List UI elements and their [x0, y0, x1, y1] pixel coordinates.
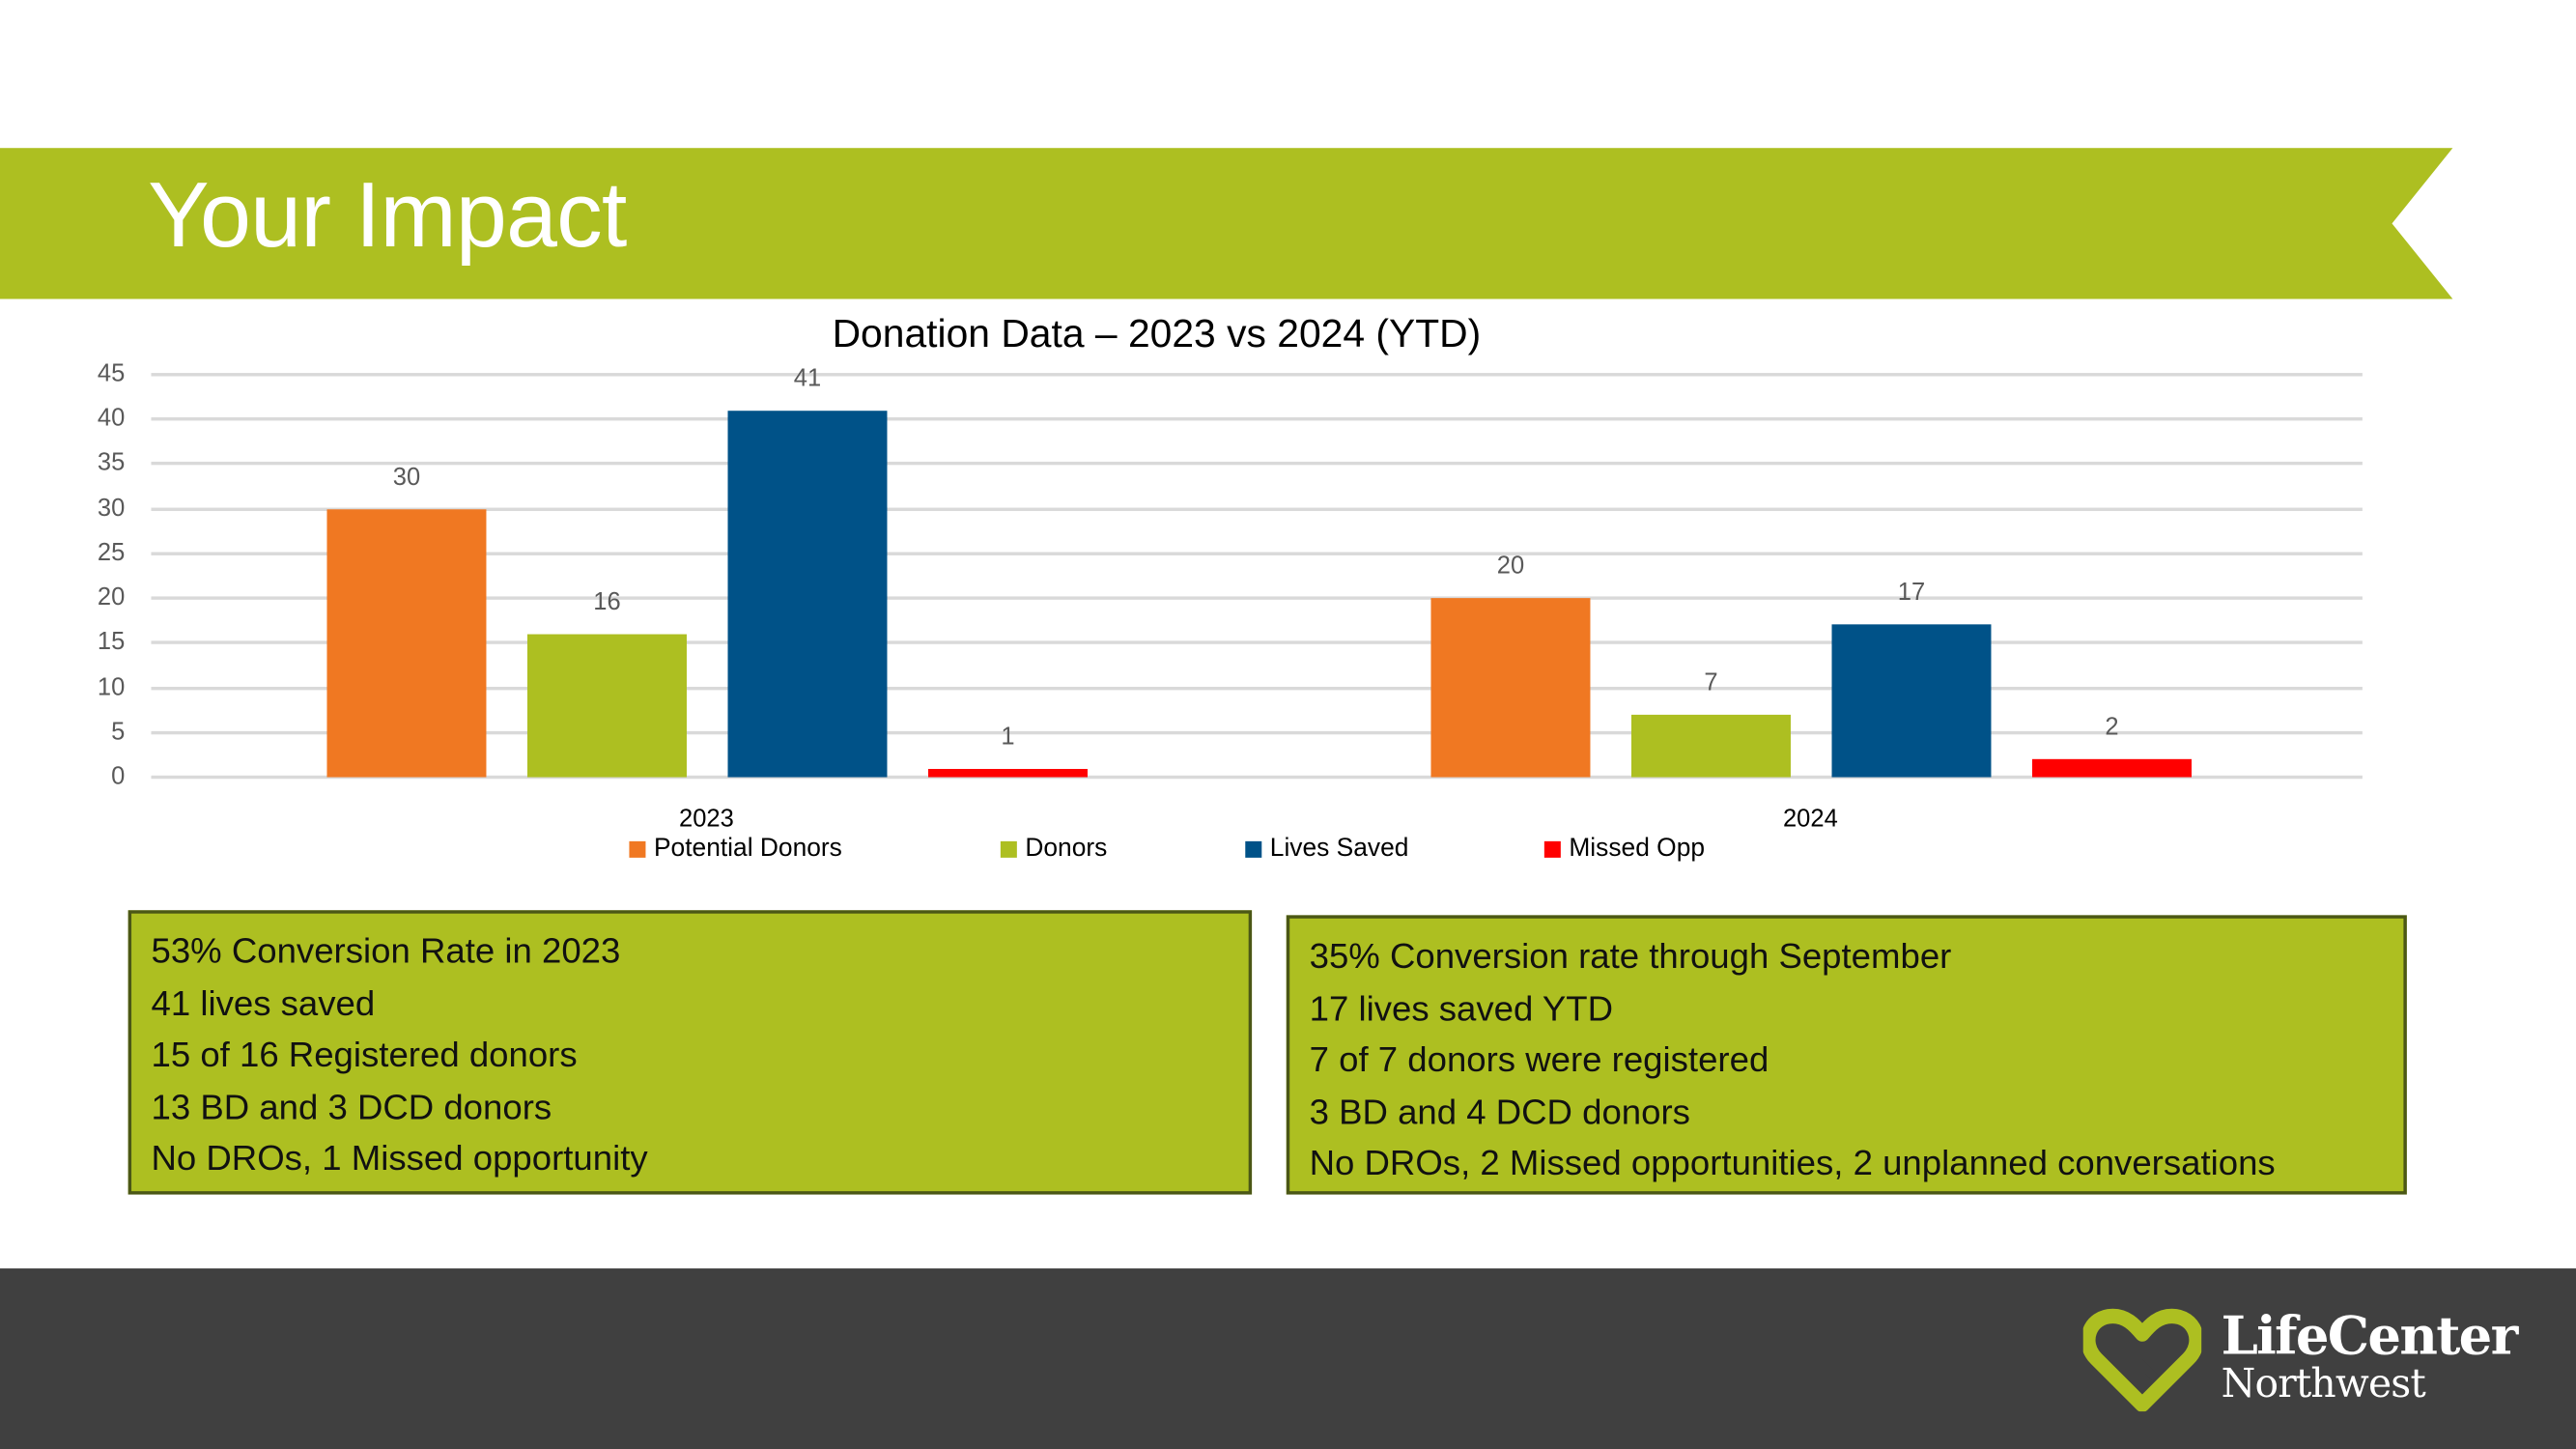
- gridline: [151, 775, 2363, 780]
- y-tick-label: 20: [97, 583, 126, 611]
- bar-lives-saved-2024: [1831, 625, 1992, 778]
- footer-bar: [0, 1268, 2576, 1449]
- x-category-label: 2023: [678, 805, 734, 834]
- gridline: [151, 506, 2363, 511]
- data-label: 7: [1704, 668, 1718, 696]
- y-tick-label: 25: [97, 538, 126, 567]
- y-tick-label: 45: [97, 359, 126, 388]
- y-tick-label: 35: [97, 449, 126, 478]
- slide-title: Your Impact: [148, 162, 627, 267]
- bar-potential-donors-2023: [326, 508, 487, 778]
- gridline: [151, 373, 2363, 377]
- summary-box-2023: 53% Conversion Rate in 2023 41 lives sav…: [127, 910, 1253, 1195]
- legend-swatch: [1000, 840, 1017, 858]
- logo-text-northwest: Northwest: [2221, 1360, 2426, 1406]
- data-label: 41: [793, 364, 822, 393]
- summary-line: No DROs, 2 Missed opportunities, 2 unpla…: [1309, 1143, 2276, 1183]
- y-tick-label: 15: [97, 628, 126, 657]
- summary-line: 17 lives saved YTD: [1309, 988, 1614, 1028]
- bar-potential-donors-2024: [1430, 598, 1591, 778]
- summary-line: 13 BD and 3 DCD donors: [151, 1087, 552, 1126]
- y-tick-label: 10: [97, 672, 126, 701]
- legend-swatch: [629, 840, 646, 858]
- summary-box-2024: 35% Conversion rate through September 17…: [1286, 915, 2407, 1195]
- y-tick-label: 0: [111, 762, 126, 791]
- legend-item: Donors: [1000, 835, 1108, 865]
- summary-line: 53% Conversion Rate in 2023: [151, 931, 621, 972]
- summary-line: 7 of 7 donors were registered: [1309, 1039, 1769, 1080]
- summary-line: No DROs, 1 Missed opportunity: [151, 1138, 648, 1179]
- data-label: 17: [1897, 579, 1926, 608]
- bar-missed-opp-2023: [928, 768, 1088, 778]
- data-label: 20: [1496, 552, 1525, 581]
- legend-label: Donors: [1025, 835, 1108, 863]
- summary-line: 41 lives saved: [151, 982, 376, 1023]
- gridline: [151, 730, 2363, 734]
- gridline: [151, 417, 2363, 421]
- legend-label: Lives Saved: [1269, 835, 1409, 863]
- gridline: [151, 596, 2363, 601]
- y-tick-label: 30: [97, 494, 126, 523]
- gridline: [151, 686, 2363, 690]
- chart-title: Donation Data – 2023 vs 2024 (YTD): [832, 312, 1482, 357]
- gridline: [151, 552, 2363, 555]
- y-tick-label: 40: [97, 404, 126, 433]
- legend-label: Potential Donors: [653, 835, 842, 863]
- summary-line: 35% Conversion rate through September: [1309, 936, 1952, 977]
- summary-line: 3 BD and 4 DCD donors: [1309, 1092, 1690, 1132]
- legend-swatch: [1543, 840, 1561, 858]
- data-label: 30: [392, 463, 421, 491]
- summary-line: 15 of 16 Registered donors: [151, 1035, 578, 1075]
- legend-item: Lives Saved: [1245, 835, 1408, 865]
- data-label: 16: [593, 587, 621, 616]
- y-tick-label: 5: [111, 717, 126, 746]
- gridline: [151, 640, 2363, 645]
- bar-donors-2023: [526, 634, 687, 778]
- logo-text-lifecenter: LifeCenter: [2221, 1304, 2519, 1368]
- data-label: 2: [2105, 713, 2119, 742]
- bar-lives-saved-2023: [727, 410, 888, 778]
- bar-missed-opp-2024: [2032, 758, 2192, 778]
- title-banner: [0, 148, 2453, 299]
- x-category-label: 2024: [1782, 805, 1838, 834]
- legend-item: Potential Donors: [629, 835, 842, 865]
- heart-logo-icon: [2082, 1308, 2202, 1412]
- legend-item: Missed Opp: [1543, 835, 1706, 865]
- data-label: 1: [1001, 722, 1015, 751]
- legend-swatch: [1245, 840, 1262, 858]
- bar-donors-2024: [1630, 714, 1791, 778]
- legend-label: Missed Opp: [1569, 835, 1706, 863]
- gridline: [151, 462, 2363, 467]
